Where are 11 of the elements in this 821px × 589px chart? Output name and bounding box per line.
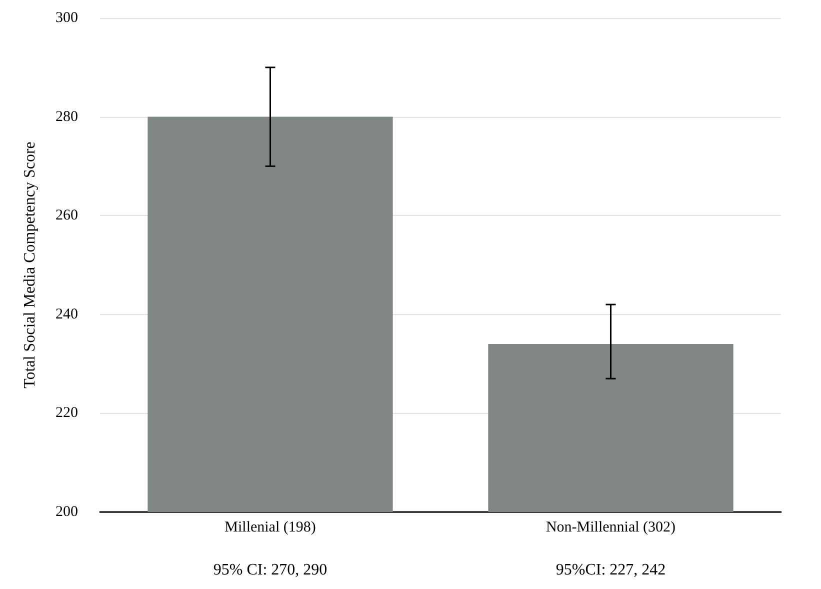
- y-tick-label: 240: [56, 306, 78, 322]
- y-tick-label: 200: [56, 504, 78, 520]
- y-axis-title: Total Social Media Competency Score: [22, 142, 38, 388]
- text: 95%CI: 227, 242: [556, 562, 666, 578]
- y-tick-label: 260: [56, 208, 78, 224]
- x-tick-label: Millenial (198): [224, 520, 316, 536]
- y-tick-label: 220: [56, 405, 78, 422]
- x-tick-label: Non-Millennial (302): [546, 520, 676, 536]
- y-tick-label: 300: [56, 10, 78, 26]
- text: 95% CI: 270, 290: [213, 562, 328, 578]
- y-tick-label: 280: [56, 108, 78, 125]
